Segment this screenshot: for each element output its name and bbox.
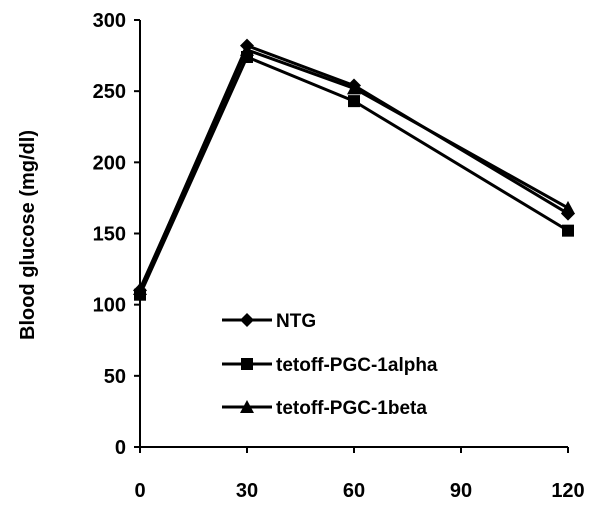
x-tick-label: 60 <box>343 480 365 502</box>
y-tick-label: 200 <box>93 152 126 174</box>
y-tick-label: 0 <box>115 437 126 459</box>
legend-label: NTG <box>276 311 316 332</box>
legend-label: tetoff-PGC-1beta <box>276 398 427 419</box>
data-point-triangle <box>240 42 254 56</box>
data-point-square <box>562 224 574 237</box>
data-point-triangle <box>133 282 147 296</box>
series-line-1 <box>138 55 569 296</box>
y-tick-label: 250 <box>93 81 126 103</box>
data-point-triangle <box>561 200 575 214</box>
legend-marker-triangle <box>240 400 254 413</box>
legend-marker-square <box>241 358 253 370</box>
y-axis-label: Blood glucose (mg/dl) <box>17 130 39 340</box>
x-tick-label: 90 <box>450 480 472 502</box>
series-lines <box>138 44 569 296</box>
data-point-square <box>348 95 360 108</box>
x-tick-label: 0 <box>134 480 145 502</box>
series-markers <box>133 38 575 301</box>
series-line-2 <box>138 48 569 290</box>
y-tick-label: 100 <box>93 295 126 317</box>
data-point-triangle <box>347 81 361 95</box>
axes: 0 50 100 150 200 250 300 0 30 60 90 120 <box>93 10 585 502</box>
x-tick-label: 120 <box>551 480 584 502</box>
y-tick-label: 50 <box>104 366 126 388</box>
x-tick-label: 30 <box>236 480 258 502</box>
legend-label: tetoff-PGC-1alpha <box>276 355 438 376</box>
y-tick-label: 300 <box>93 10 126 32</box>
legend: NTG tetoff-PGC-1alpha tetoff-PGC-1beta <box>222 311 438 419</box>
y-tick-label: 150 <box>93 224 126 246</box>
legend-marker-diamond <box>240 313 254 327</box>
